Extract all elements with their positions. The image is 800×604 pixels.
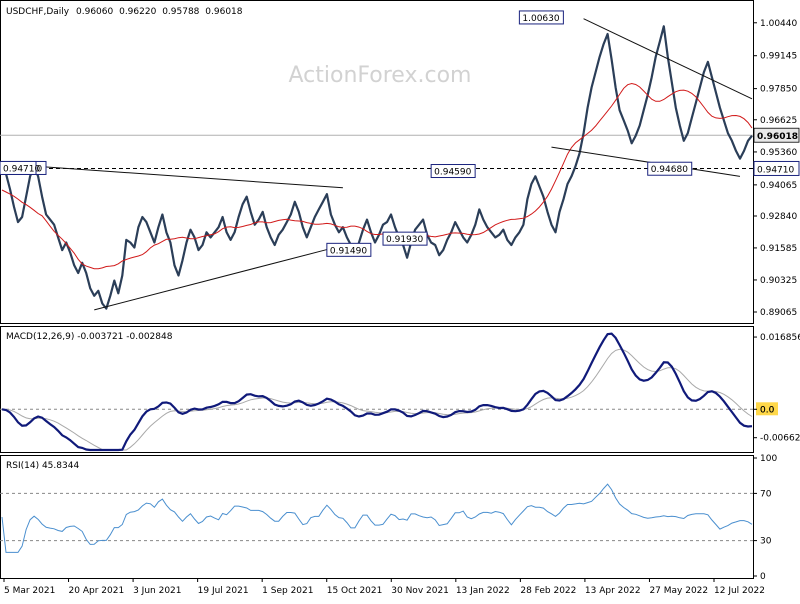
rsi-label: RSI(14) 45.8344 — [6, 461, 79, 471]
current-price-value: 0.96018 — [757, 132, 798, 142]
price-tick-label: 0.91585 — [760, 244, 797, 254]
axis-layer: 1.00440 0.99145 0.97850 0.96625 0.95360 0.940… — [3, 19, 800, 596]
trendline — [34, 165, 343, 189]
ohlc-open: 0.96060 — [76, 7, 113, 17]
price-annotation-box — [326, 242, 372, 257]
left-support-label: 0.94710 — [3, 164, 40, 174]
price-tick-label: 0.90325 — [760, 276, 797, 286]
rsi-tick-label: 30 — [760, 537, 772, 547]
support-badge — [753, 160, 800, 176]
price-series-line — [1, 25, 753, 310]
price-panel-frame — [0, 0, 754, 324]
price-annotation-label: 0.91490 — [330, 246, 367, 256]
left-support-box — [0, 160, 37, 175]
macd-label: MACD(12,26,9) -0.003721 -0.002848 — [6, 332, 173, 342]
ohlc-high: 0.96220 — [119, 7, 156, 17]
x-axis-label: 19 Jul 2021 — [198, 586, 249, 596]
moving-average-line — [1, 82, 753, 270]
price-tick-label: 0.99145 — [760, 52, 797, 62]
price-tick-label: 0.97850 — [760, 85, 797, 95]
x-axis-label: 1 Sep 2021 — [262, 586, 313, 596]
x-axis-label: 13 Jan 2022 — [456, 586, 510, 596]
x-axis-label: 27 May 2022 — [649, 586, 708, 596]
rsi-tick-label: 70 — [760, 489, 772, 499]
rsi-tick-label: 100 — [760, 454, 777, 464]
trendline — [94, 249, 327, 311]
grid-layer — [0, 134, 753, 542]
price-tick-label: 0.96625 — [760, 116, 797, 126]
trendline — [551, 146, 741, 177]
price-annotation-box — [518, 10, 564, 25]
x-axis-label: 3 Jun 2021 — [133, 586, 181, 596]
rsi-panel-frame — [0, 455, 754, 579]
price-tick-label: 0.95360 — [760, 148, 797, 158]
price-annotation-box — [382, 231, 428, 246]
price-tick-label: 1.00440 — [760, 19, 797, 29]
annotation-layer: 0.960180.947101.006301.006300.945900.946… — [0, 10, 800, 416]
ohlc-low: 0.95788 — [162, 7, 199, 17]
price-annotation-label: 0.94590 — [434, 168, 471, 178]
macd-panel-frame — [0, 326, 754, 453]
rsi-line — [1, 483, 753, 553]
x-axis-label: 5 Mar 2021 — [4, 586, 55, 596]
price-tick-label: 0.92840 — [760, 212, 797, 222]
chart-header: USDCHF,Daily 0.96060 0.96220 0.95788 0.9… — [6, 7, 243, 17]
x-axis-label: 15 Oct 2021 — [327, 586, 383, 596]
x-axis-label: 13 Apr 2022 — [585, 586, 641, 596]
trendline — [583, 18, 753, 100]
macd-highlight-badge — [756, 402, 778, 416]
current-price-badge — [753, 127, 800, 143]
ohlc-close: 0.96018 — [205, 7, 242, 17]
rsi-tick-label: 0 — [760, 572, 766, 582]
watermark: ActionForex.com — [289, 63, 472, 88]
symbol-label: USDCHF — [6, 7, 43, 17]
macd-tick-label: 0.016856 — [760, 333, 800, 343]
x-axis-label: 12 Jul 2022 — [714, 586, 765, 596]
price-annotation-label: 1.00630 — [522, 14, 559, 24]
x-axis-label: 30 Nov 2021 — [391, 586, 449, 596]
price-tick-label: 0.89065 — [760, 308, 797, 318]
macd-signal-line — [1, 348, 753, 451]
macd-tick-label: 0.0 — [760, 405, 775, 415]
price-tick-label: 0.94065 — [760, 181, 797, 191]
price-annotation-label: 0.94680 — [651, 165, 688, 175]
x-axis-label: 28 Feb 2022 — [520, 586, 576, 596]
price-annotation-box — [647, 161, 693, 176]
price-annotation-label: 0.91930 — [386, 235, 423, 245]
x-axis-label: 20 Apr 2021 — [69, 586, 125, 596]
price-layer — [1, 18, 753, 553]
price-annotation-box — [430, 164, 476, 179]
support-badge-value: 0.94710 — [757, 165, 794, 175]
timeframe-label: Daily — [46, 7, 69, 17]
macd-line — [1, 332, 753, 452]
macd-tick-label: -0.006629 — [760, 434, 800, 444]
macd-highlight-value: 0.0 — [760, 405, 775, 415]
